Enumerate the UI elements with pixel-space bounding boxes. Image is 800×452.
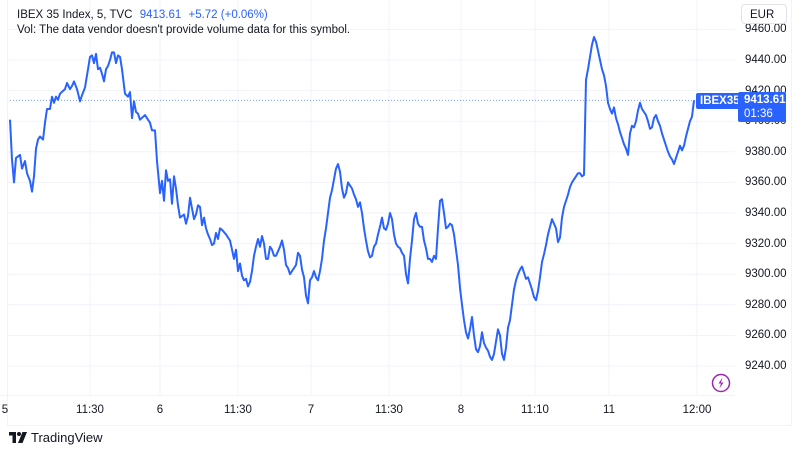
x-tick-label: 11:30 xyxy=(375,404,403,416)
symbol-tag: IBEX35 xyxy=(696,93,744,109)
currency-button[interactable]: EUR xyxy=(741,4,787,24)
y-tick-label: 9300.00 xyxy=(745,268,787,281)
x-tick-label: 5 xyxy=(1,404,9,416)
tradingview-logo-icon xyxy=(9,432,27,443)
bottom-border xyxy=(7,425,792,426)
last-price-tag: 9413.61 01:36 xyxy=(738,92,786,122)
chart-legend: IBEX 35 Index, 5, TVC 9413.61 +5.72 (+0.… xyxy=(17,8,350,38)
x-tick-label: 11:30 xyxy=(76,404,104,416)
grid-lines xyxy=(7,0,735,395)
y-tick-label: 9280.00 xyxy=(745,298,787,311)
x-tick-label: 6 xyxy=(156,404,164,416)
symbol-title: IBEX 35 Index, 5, TVC xyxy=(17,9,133,21)
last-price: 9413.61 xyxy=(139,9,182,21)
price-plot[interactable] xyxy=(7,0,735,395)
x-tick-label: 11 xyxy=(603,404,615,416)
y-tick-label: 9380.00 xyxy=(745,145,787,158)
time-axis[interactable]: 5 11:30 6 11:30 7 11:30 8 11:10 11 12:00 xyxy=(0,395,735,426)
y-tick-label: 9360.00 xyxy=(745,176,787,189)
price-line xyxy=(9,36,695,361)
y-tick-label: 9440.00 xyxy=(745,54,787,66)
right-border xyxy=(791,0,792,426)
y-tick-label: 9320.00 xyxy=(745,237,787,250)
y-tick-label: 9260.00 xyxy=(745,329,787,342)
x-tick-label: 11:10 xyxy=(521,404,549,416)
price-tag-countdown: 01:36 xyxy=(744,108,773,120)
chart-area[interactable] xyxy=(7,0,735,395)
x-tick-label: 7 xyxy=(307,404,315,416)
x-tick-label: 12:00 xyxy=(682,404,712,416)
flash-icon[interactable] xyxy=(711,373,731,393)
price-axis[interactable]: 9460.009440.009420.009400.009380.009360.… xyxy=(735,0,791,395)
brand-name: TradingView xyxy=(31,430,103,445)
y-tick-label: 9340.00 xyxy=(745,207,787,219)
left-border xyxy=(7,0,8,426)
x-tick-label: 11:30 xyxy=(224,404,252,416)
price-tag-value: 9413.61 xyxy=(744,94,786,106)
tradingview-logo[interactable]: TradingView xyxy=(9,430,103,445)
y-tick-label: 9460.00 xyxy=(745,23,787,36)
y-tick-label: 9240.00 xyxy=(745,360,787,372)
price-change: +5.72 (+0.06%) xyxy=(188,9,268,21)
volume-note: Vol: The data vendor doesn't provide vol… xyxy=(17,24,351,36)
x-tick-label: 8 xyxy=(457,404,465,416)
